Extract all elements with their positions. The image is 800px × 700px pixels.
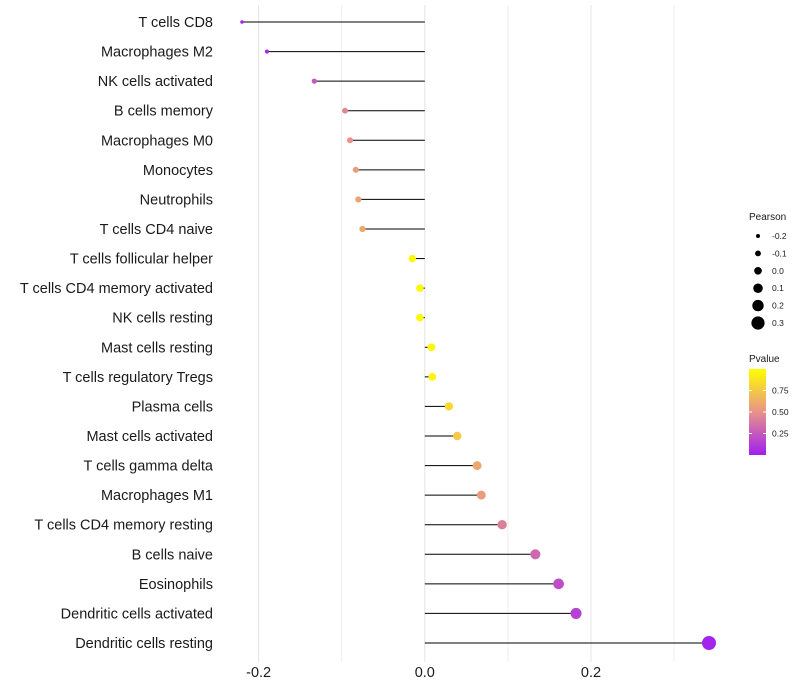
legend-size-label: -0.1 xyxy=(772,248,787,258)
category-label: Eosinophils xyxy=(139,577,213,593)
category-label: T cells regulatory Tregs xyxy=(63,370,213,386)
lollipop-point xyxy=(416,313,424,322)
lollipop-point xyxy=(240,20,244,24)
category-label: Plasma cells xyxy=(132,399,213,415)
grid-lines xyxy=(258,5,675,662)
legend-size-key xyxy=(756,234,760,238)
category-label: Dendritic cells resting xyxy=(75,636,213,652)
legend-size-label: 0.0 xyxy=(772,266,784,276)
legend-pvalue: Pvalue 0.75 0.50 0.25 xyxy=(749,354,789,455)
category-label: T cells CD8 xyxy=(138,15,213,31)
category-label: Monocytes xyxy=(143,163,213,179)
category-label: Macrophages M1 xyxy=(101,488,213,504)
legend-size-key xyxy=(754,266,762,275)
category-label: Mast cells resting xyxy=(101,340,213,356)
category-label: Mast cells activated xyxy=(86,429,213,445)
legend-pearson: Pearson -0.2 -0.1 0.0 0.1 0.2 0.3 xyxy=(749,212,787,330)
lollipop-point xyxy=(497,520,507,530)
legend-size-label: 0.3 xyxy=(772,318,784,328)
x-tick-label: -0.2 xyxy=(246,665,271,681)
category-label: T cells CD4 memory activated xyxy=(20,281,213,297)
y-axis-labels: T cells CD8 Macrophages M2 NK cells activa… xyxy=(20,15,214,652)
category-label: Macrophages M0 xyxy=(101,133,213,149)
legend-size-key xyxy=(753,283,763,293)
lollipop-point xyxy=(428,372,437,381)
lollipop-point xyxy=(476,490,486,500)
category-label: T cells CD4 memory resting xyxy=(34,518,213,534)
category-label: NK cells activated xyxy=(98,74,213,90)
lollipop-point xyxy=(702,636,716,650)
category-label: T cells follicular helper xyxy=(70,252,213,268)
legend-color-label: 0.50 xyxy=(772,407,789,417)
legend-pvalue-title: Pvalue xyxy=(749,354,780,365)
lollipop-points xyxy=(240,20,716,650)
legend-pearson-title: Pearson xyxy=(749,212,786,223)
legend-pvalue-colorbar xyxy=(749,369,766,455)
x-tick-label: 0.2 xyxy=(581,665,601,681)
lollipop-point xyxy=(359,225,366,233)
legend-size-label: -0.2 xyxy=(772,231,787,241)
lollipop-point xyxy=(352,166,359,173)
category-label: T cells CD4 naive xyxy=(100,222,213,238)
legend-size-key xyxy=(752,299,764,312)
lollipop-point xyxy=(416,284,424,292)
category-label: T cells gamma delta xyxy=(84,459,214,475)
category-label: B cells memory xyxy=(114,104,214,120)
lollipop-point xyxy=(553,578,564,590)
lollipop-stems xyxy=(242,21,709,644)
legend-color-label: 0.25 xyxy=(772,429,789,439)
lollipop-point xyxy=(355,196,362,203)
category-label: NK cells resting xyxy=(112,311,213,327)
lollipop-point xyxy=(530,549,541,560)
lollipop-point xyxy=(453,431,462,441)
category-label: Neutrophils xyxy=(140,192,213,208)
x-tick-label: 0.0 xyxy=(415,665,435,681)
lollipop-point xyxy=(347,137,354,144)
legend-color-label: 0.75 xyxy=(772,386,789,396)
legend-size-label: 0.1 xyxy=(772,283,784,293)
lollipop-point xyxy=(570,607,582,619)
lollipop-point xyxy=(472,461,482,470)
category-label: Macrophages M2 xyxy=(101,45,213,61)
legend-size-label: 0.2 xyxy=(772,301,784,311)
lollipop-point xyxy=(444,402,454,411)
x-axis-tick-labels: -0.2 0.0 0.2 xyxy=(246,665,601,681)
lollipop-point xyxy=(264,49,270,54)
category-label: B cells naive xyxy=(132,547,213,563)
category-label: Dendritic cells activated xyxy=(61,606,213,622)
lollipop-point xyxy=(408,254,417,263)
lollipop-point xyxy=(342,107,348,114)
lollipop-point xyxy=(311,78,317,84)
legend-size-key xyxy=(755,250,761,257)
lollipop-point xyxy=(427,343,436,352)
legend-size-key xyxy=(751,316,765,330)
